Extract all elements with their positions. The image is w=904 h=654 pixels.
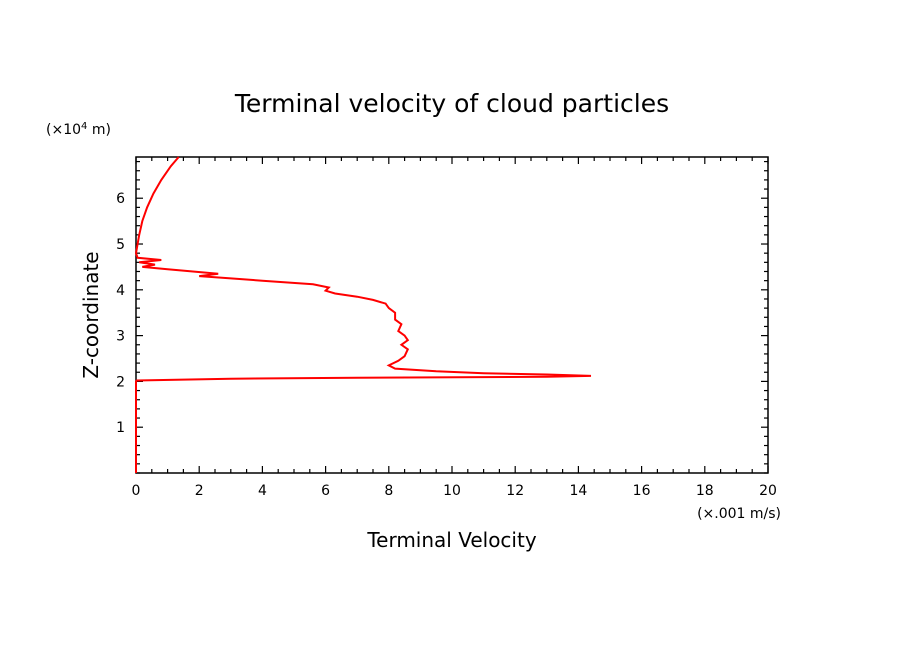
x-tick-label: 8 [384,483,393,499]
x-axis-unit: (×.001 m/s) [697,506,781,522]
y-tick-label: 3 [116,329,125,345]
y-tick-label: 4 [116,283,125,299]
x-tick-label: 0 [132,483,141,499]
x-tick-label: 2 [195,483,204,499]
series-line [134,156,592,473]
y-axis-tick-labels: 1 2 3 4 5 6 [116,191,125,436]
x-axis-label: Terminal Velocity [366,528,537,552]
x-tick-label: 12 [506,483,524,499]
y-tick-label: 1 [116,420,125,436]
y-axis-label: Z-coordinate [79,251,103,378]
y-tick-label: 6 [116,191,125,207]
y-tick-label: 2 [116,374,125,390]
plot-frame [135,156,769,474]
y-tick-label: 5 [116,237,125,253]
chart-title: Terminal velocity of cloud particles [234,89,669,118]
x-tick-label: 14 [569,483,587,499]
x-tick-label: 4 [258,483,267,499]
x-axis-ticks [135,157,769,473]
x-tick-label: 10 [443,483,461,499]
y-axis-unit: (×104 m) [46,121,111,139]
y-axis-ticks [136,160,768,474]
x-tick-label: 6 [321,483,330,499]
x-tick-label: 20 [759,483,777,499]
x-axis-tick-labels: 0 2 4 6 8 10 12 14 16 18 20 [132,483,777,499]
x-tick-label: 18 [696,483,714,499]
x-tick-label: 16 [633,483,651,499]
